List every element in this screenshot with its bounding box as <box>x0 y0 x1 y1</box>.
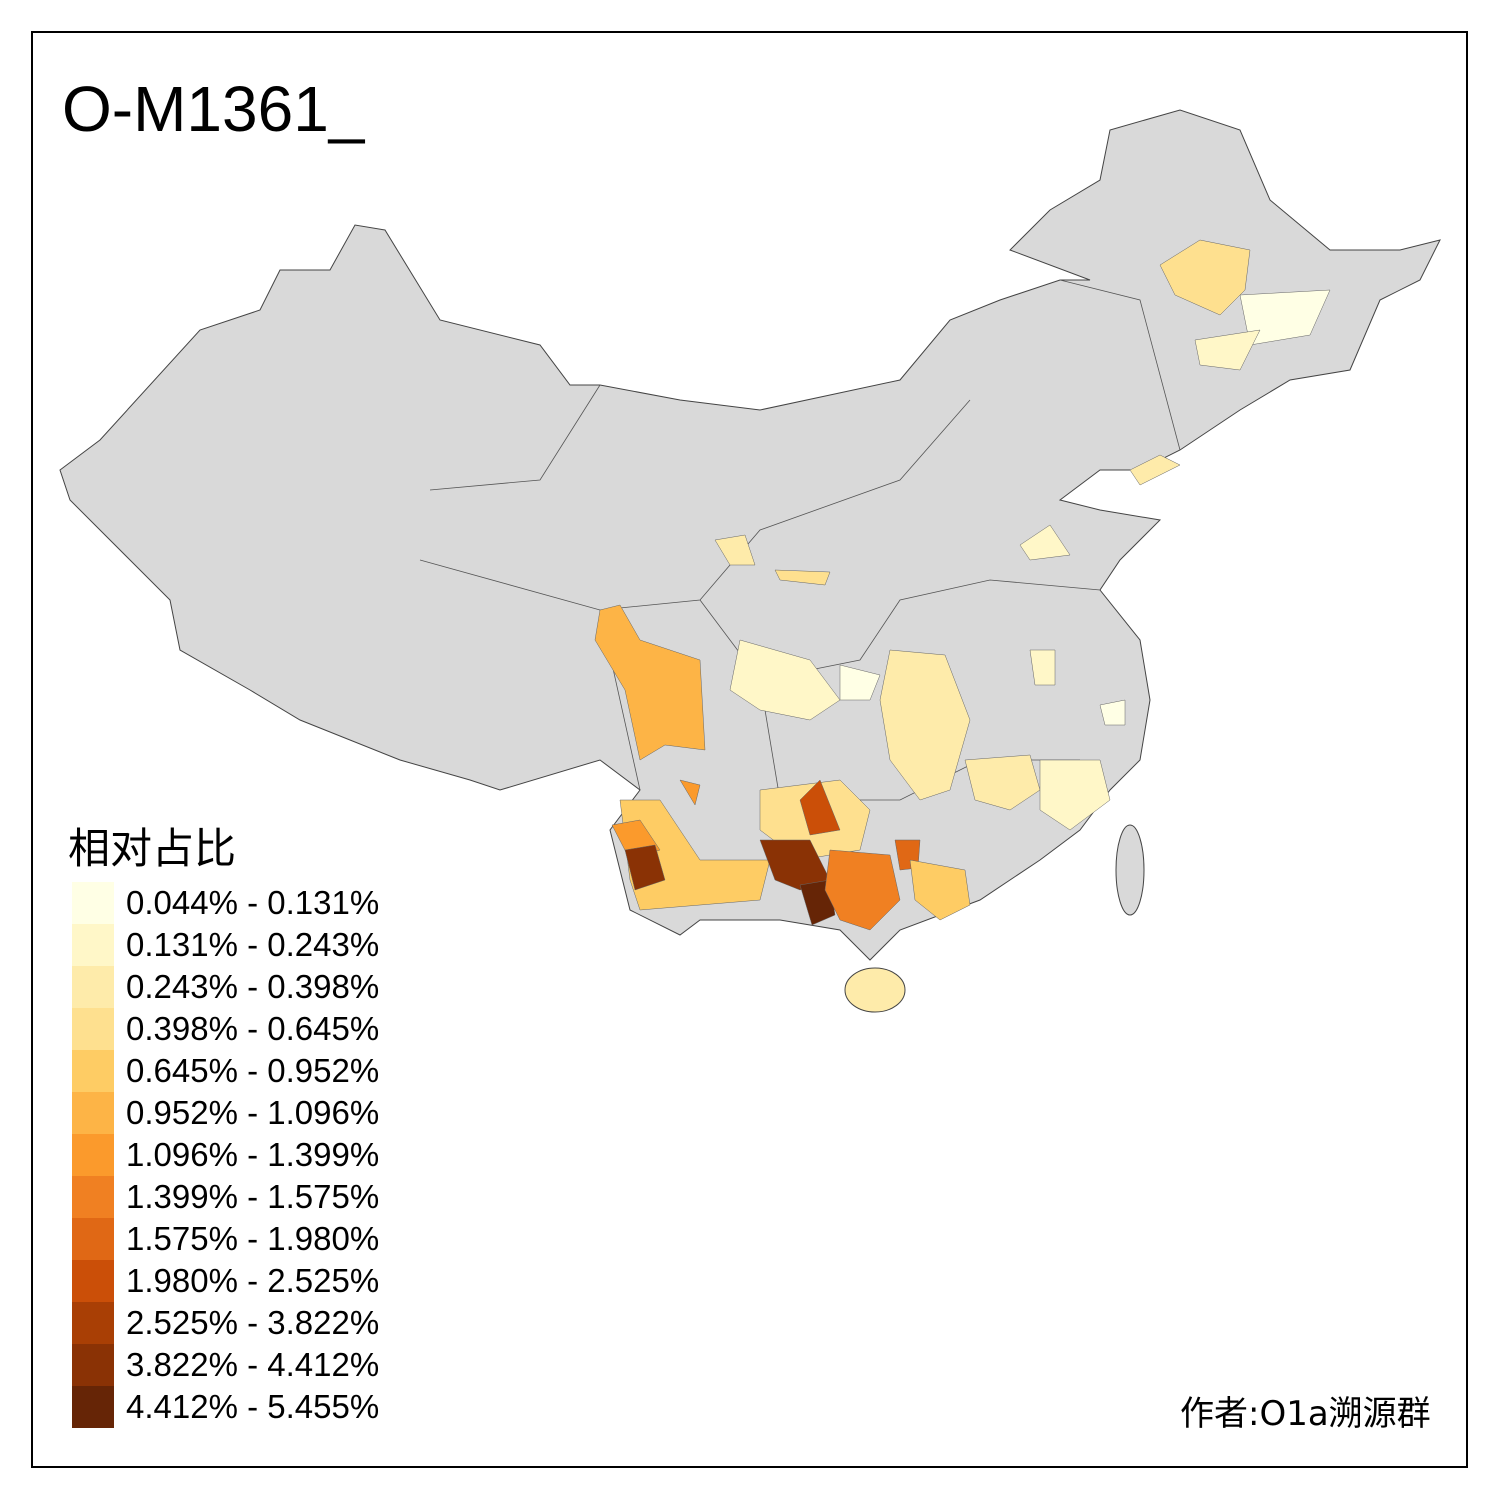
legend-swatch <box>72 1134 114 1176</box>
legend-label: 0.952% - 1.096% <box>126 1094 380 1131</box>
legend-label: 0.243% - 0.398% <box>126 968 380 1005</box>
legend-label: 1.980% - 2.525% <box>126 1262 380 1299</box>
legend-item: 4.412% - 5.455% <box>72 1386 379 1428</box>
author-credit: 作者:O1a溯源群 <box>1180 1394 1431 1434</box>
legend-swatch <box>72 1302 114 1344</box>
legend-swatch <box>72 882 114 924</box>
legend-item: 0.131% - 0.243% <box>72 924 379 966</box>
plot-border <box>31 31 1468 1468</box>
legend-swatch <box>72 1050 114 1092</box>
legend-swatch <box>72 1386 114 1428</box>
legend-swatch <box>72 1260 114 1302</box>
china-mainland <box>59 109 1441 961</box>
legend-item: 1.096% - 1.399% <box>72 1134 379 1176</box>
legend-item: 1.399% - 1.575% <box>72 1176 379 1218</box>
legend-swatch <box>72 1008 114 1050</box>
legend: 0.044% - 0.131% 0.131% - 0.243% 0.243% - 0… <box>72 882 379 1428</box>
legend-label: 2.525% - 3.822% <box>126 1304 380 1341</box>
legend-item: 0.952% - 1.096% <box>72 1092 379 1134</box>
legend-label: 1.096% - 1.399% <box>126 1136 380 1173</box>
legend-label: 4.412% - 5.455% <box>126 1388 380 1425</box>
legend-swatch <box>72 1344 114 1386</box>
legend-title: 相对占比 <box>68 824 237 873</box>
legend-item: 0.243% - 0.398% <box>72 966 379 1008</box>
legend-swatch <box>72 966 114 1008</box>
legend-label: 1.575% - 1.980% <box>126 1220 380 1257</box>
legend-item: 0.044% - 0.131% <box>72 882 379 924</box>
legend-label: 0.645% - 0.952% <box>126 1052 380 1089</box>
taiwan <box>1115 824 1145 916</box>
legend-swatch <box>72 1176 114 1218</box>
legend-item: 1.575% - 1.980% <box>72 1218 379 1260</box>
map-title: O-M1361_ <box>62 73 365 145</box>
legend-item: 1.980% - 2.525% <box>72 1260 379 1302</box>
legend-label: 1.399% - 1.575% <box>126 1178 380 1215</box>
legend-label: 3.822% - 4.412% <box>126 1346 380 1383</box>
legend-label: 0.131% - 0.243% <box>126 926 380 963</box>
legend-label: 0.398% - 0.645% <box>126 1010 380 1047</box>
legend-swatch <box>72 1092 114 1134</box>
legend-item: 0.398% - 0.645% <box>72 1008 379 1050</box>
hainan <box>844 967 906 1013</box>
highlighted-regions <box>594 239 1331 931</box>
legend-swatch <box>72 1218 114 1260</box>
legend-item: 3.822% - 4.412% <box>72 1344 379 1386</box>
legend-item: 2.525% - 3.822% <box>72 1302 379 1344</box>
legend-label: 0.044% - 0.131% <box>126 884 380 921</box>
legend-swatch <box>72 924 114 966</box>
legend-item: 0.645% - 0.952% <box>72 1050 379 1092</box>
